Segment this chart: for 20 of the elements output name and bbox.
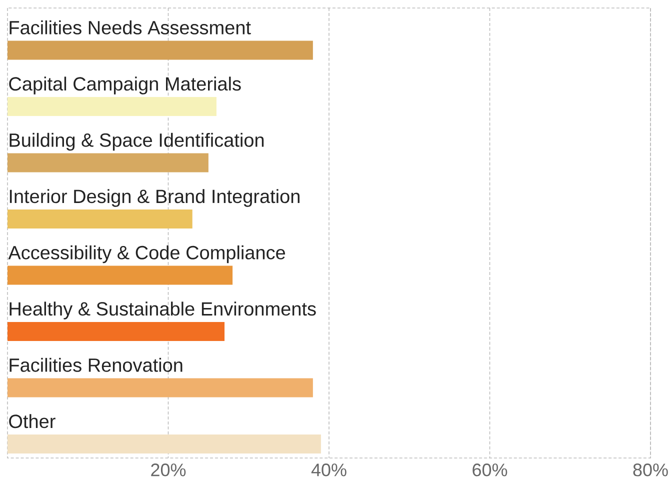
- bar: [8, 153, 208, 172]
- x-tick-label: 80%: [633, 464, 668, 476]
- bar: [8, 40, 313, 60]
- y-tick-label: Healthy & Sustainable Environments: [10, 302, 316, 320]
- y-tick-label: Interior Design & Brand Integration: [10, 189, 300, 207]
- bar: [8, 96, 216, 116]
- y-tick-label: Other: [9, 414, 56, 428]
- y-tick-label: Accessibility & Code Compliance: [8, 245, 286, 264]
- y-tick-label: Facilities Needs Assessment: [10, 20, 251, 34]
- x-tick-label: 20%: [151, 464, 186, 476]
- y-tick-label: Capital Campaign Materials: [9, 76, 241, 94]
- bar: [8, 434, 321, 454]
- bar: [8, 266, 233, 285]
- bar: [8, 322, 225, 341]
- bar: [8, 209, 192, 228]
- x-tick-label: 40%: [311, 464, 346, 476]
- y-tick-label: Facilities Renovation: [10, 358, 182, 372]
- x-tick-label: 60%: [472, 464, 508, 476]
- y-tick-label: Building & Space Identification: [10, 132, 264, 151]
- bar: [8, 378, 313, 398]
